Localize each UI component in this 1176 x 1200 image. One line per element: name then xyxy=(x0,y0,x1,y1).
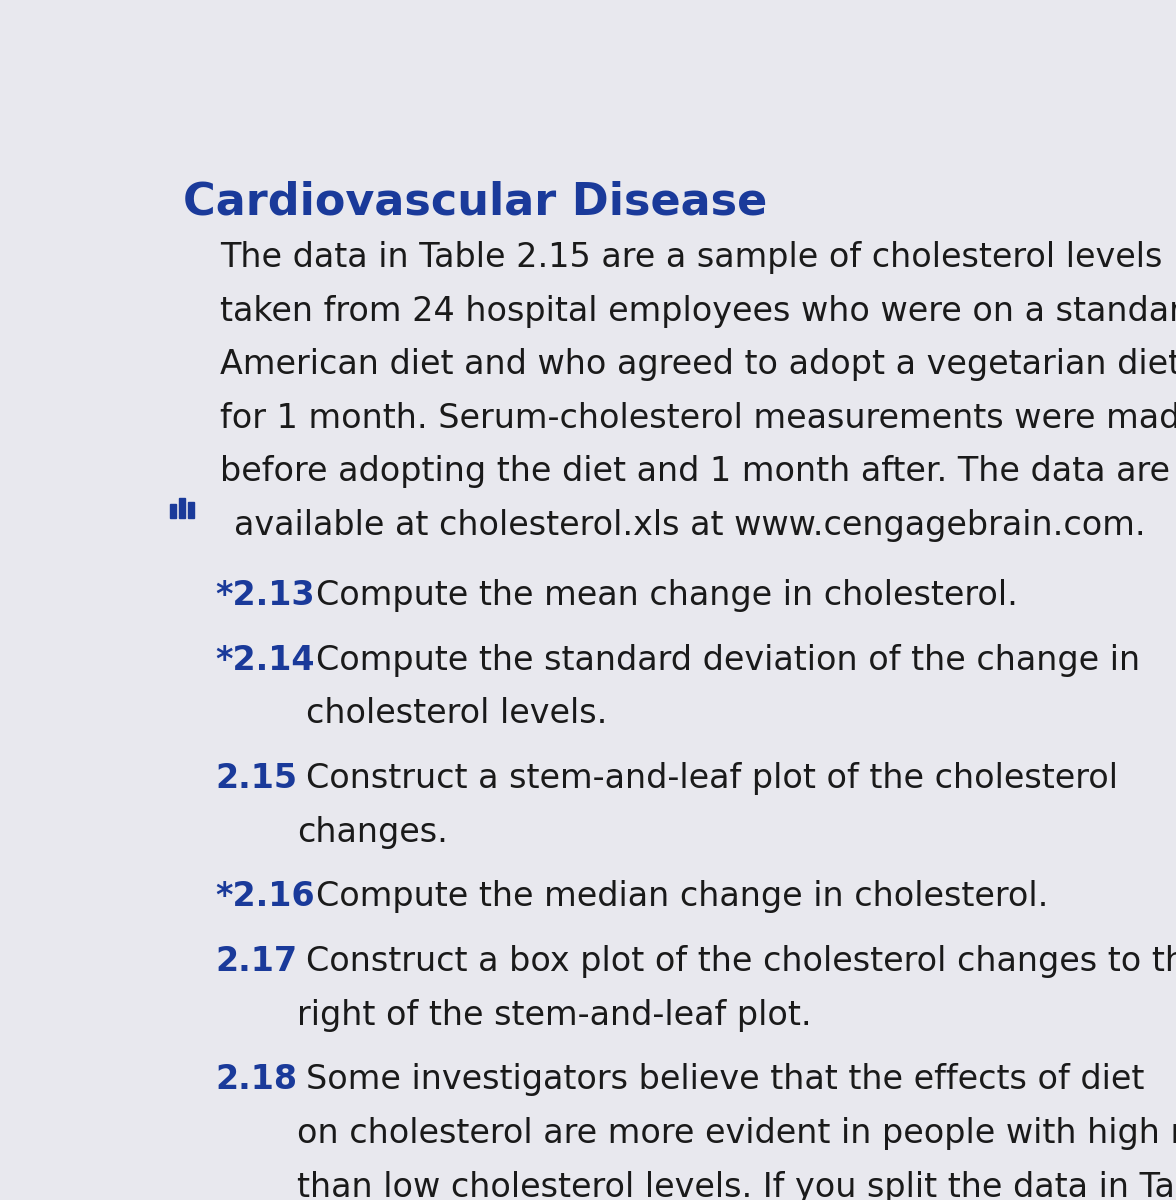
Text: Compute the median change in cholesterol.: Compute the median change in cholesterol… xyxy=(315,881,1048,913)
Text: *2.14: *2.14 xyxy=(215,644,315,677)
Text: taken from 24 hospital employees who were on a standard: taken from 24 hospital employees who wer… xyxy=(220,295,1176,328)
Text: than low cholesterol levels. If you split the data in Table 2.15: than low cholesterol levels. If you spli… xyxy=(298,1170,1176,1200)
Text: right of the stem-and-leaf plot.: right of the stem-and-leaf plot. xyxy=(298,998,811,1032)
Text: 2.18: 2.18 xyxy=(215,1063,298,1097)
Text: cholesterol levels.: cholesterol levels. xyxy=(307,697,608,731)
Text: before adopting the diet and 1 month after. The data are: before adopting the diet and 1 month aft… xyxy=(220,455,1170,488)
Text: Construct a stem-and-leaf plot of the cholesterol: Construct a stem-and-leaf plot of the ch… xyxy=(307,762,1118,796)
Text: 2.15: 2.15 xyxy=(215,762,298,796)
Text: The data in Table 2.15 are a sample of cholesterol levels: The data in Table 2.15 are a sample of c… xyxy=(220,241,1162,274)
Text: *2.16: *2.16 xyxy=(215,881,315,913)
Text: Compute the standard deviation of the change in: Compute the standard deviation of the ch… xyxy=(315,644,1140,677)
Text: available at cholesterol.xls at www.cengagebrain.com.: available at cholesterol.xls at www.ceng… xyxy=(234,509,1145,542)
Text: Compute the mean change in cholesterol.: Compute the mean change in cholesterol. xyxy=(315,580,1017,612)
Text: Construct a box plot of the cholesterol changes to the: Construct a box plot of the cholesterol … xyxy=(307,946,1176,978)
Bar xyxy=(179,498,186,518)
Text: changes.: changes. xyxy=(298,816,448,848)
Text: on cholesterol are more evident in people with high rather: on cholesterol are more evident in peopl… xyxy=(298,1117,1176,1150)
Text: Some investigators believe that the effects of diet: Some investigators believe that the effe… xyxy=(307,1063,1145,1097)
Text: American diet and who agreed to adopt a vegetarian diet: American diet and who agreed to adopt a … xyxy=(220,348,1176,382)
Bar xyxy=(188,502,194,518)
Text: *2.13: *2.13 xyxy=(215,580,315,612)
Text: for 1 month. Serum-cholesterol measurements were made: for 1 month. Serum-cholesterol measureme… xyxy=(220,402,1176,434)
Text: 2.17: 2.17 xyxy=(215,946,298,978)
Bar xyxy=(169,504,176,518)
Text: Cardiovascular Disease: Cardiovascular Disease xyxy=(183,181,768,224)
